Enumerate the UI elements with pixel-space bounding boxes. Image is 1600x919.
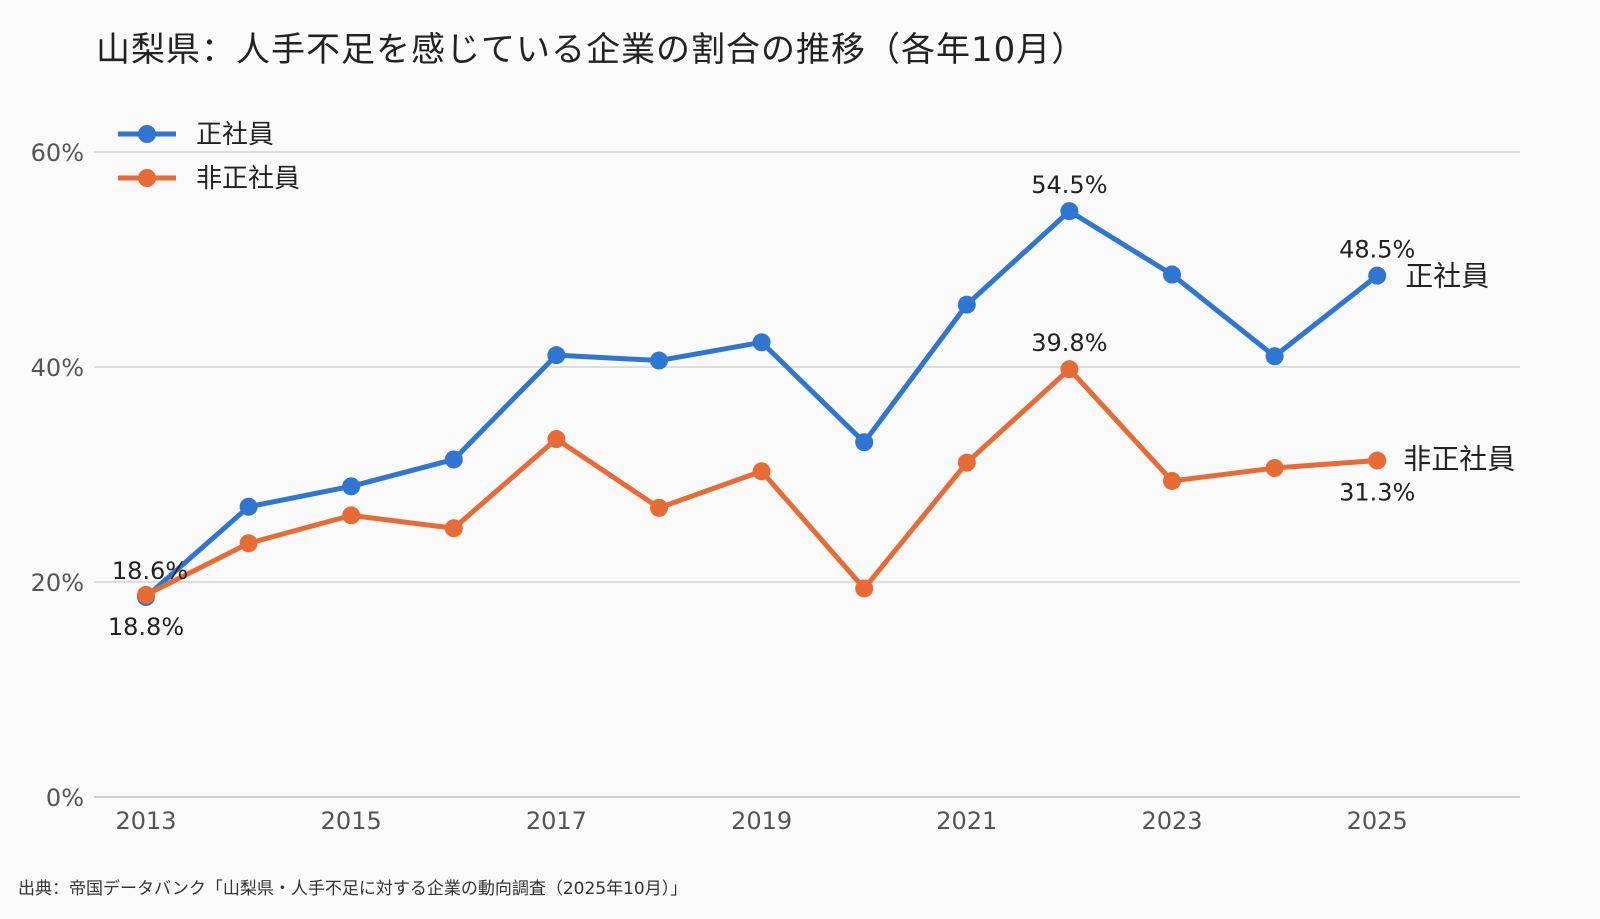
- data-point: [444, 450, 463, 469]
- data-label: 54.5%: [1031, 171, 1107, 199]
- data-point: [1060, 202, 1079, 221]
- data-point: [1163, 471, 1181, 490]
- data-point: [957, 453, 976, 472]
- legend-swatch-marker: [138, 169, 156, 187]
- data-labels: 18.6% 54.5% 48.5%正社員 18.8% 39.8% 31.3% 非正社員: [108, 171, 1515, 641]
- series-lines: [144, 208, 1379, 599]
- x-tick-label: 2013: [115, 807, 176, 835]
- data-point: [137, 585, 155, 604]
- data-point: [1368, 451, 1387, 470]
- data-point: [1163, 265, 1181, 284]
- chart-title: 山梨県：人手不足を感じている企業の割合の推移（各年10月）: [96, 30, 1087, 70]
- data-point: [239, 534, 258, 553]
- data-point: [1265, 347, 1284, 366]
- data-point: [957, 295, 976, 314]
- data-point: [1265, 459, 1284, 478]
- grid-lines: [94, 151, 1520, 798]
- data-point: [650, 498, 668, 517]
- data-point: [547, 430, 566, 449]
- y-tick-label: 60%: [31, 139, 84, 167]
- x-axis-ticks: 2013 2015 2017 2019 2021 2023 2025: [115, 807, 1407, 835]
- x-tick-label: 2019: [731, 807, 792, 835]
- series-points: [137, 202, 1387, 607]
- x-tick-label: 2025: [1347, 807, 1408, 835]
- x-tick-label: 2015: [321, 807, 382, 835]
- data-point: [342, 506, 361, 525]
- data-point: [547, 346, 566, 365]
- data-point: [650, 351, 668, 370]
- series-line-seishain: [144, 208, 1379, 599]
- data-point: [1060, 360, 1079, 379]
- x-tick-label: 2021: [936, 807, 997, 835]
- data-point: [342, 477, 361, 496]
- x-tick-label: 2017: [526, 807, 587, 835]
- data-point: [752, 333, 771, 352]
- data-point: [1368, 266, 1387, 285]
- legend-label: 正社員: [196, 120, 274, 150]
- series-line-hiseishain: [144, 366, 1378, 598]
- y-tick-label: 20%: [31, 569, 84, 597]
- legend-label: 非正社員: [196, 164, 300, 194]
- series-end-label: 正社員: [1405, 260, 1489, 293]
- data-point: [855, 579, 874, 598]
- data-label: 18.8%: [108, 613, 184, 641]
- source-note: 出典：帝国データバンク「山梨県・人手不足に対する企業の動向調査（2025年10月…: [18, 879, 688, 899]
- data-point: [444, 519, 463, 538]
- data-label: 18.6%: [112, 557, 188, 585]
- data-label: 31.3%: [1339, 479, 1415, 507]
- series-end-label: 非正社員: [1403, 443, 1515, 476]
- y-axis-ticks: 0% 20% 40% 60%: [31, 139, 84, 812]
- data-point: [855, 433, 874, 452]
- y-tick-label: 0%: [46, 784, 84, 812]
- data-point: [752, 462, 771, 481]
- legend-swatch-marker: [138, 125, 156, 143]
- data-label: 48.5%: [1339, 236, 1415, 264]
- data-point: [239, 497, 258, 516]
- y-tick-label: 40%: [31, 354, 84, 382]
- data-label: 39.8%: [1031, 329, 1107, 357]
- x-tick-label: 2023: [1141, 807, 1202, 835]
